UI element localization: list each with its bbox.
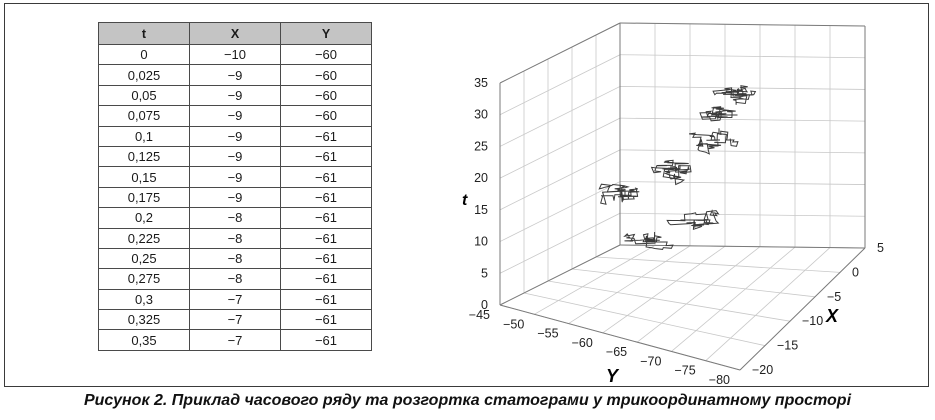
trajectory-segment: [699, 106, 738, 122]
grid-line: [602, 245, 726, 334]
grid-line: [499, 86, 621, 147]
t-axis-label: t: [462, 192, 468, 209]
table-body: 0 −10 −60 0,025 −9 −60 0,05 −9 −60 0,075 −9 −60 0,1−…: [98, 43, 372, 351]
table-row: 0,025 −9 −60: [98, 64, 372, 86]
grid-line: [523, 292, 766, 346]
y-tick-label: −50: [503, 317, 524, 331]
grid-line: [499, 117, 621, 179]
trajectory-segment: [598, 183, 640, 205]
trajectory-segment: [666, 209, 720, 231]
column-header-x: X: [189, 22, 281, 45]
table-cell: −61: [280, 186, 372, 209]
table-header-row: t X Y: [98, 22, 372, 45]
table-cell: −10: [189, 43, 281, 66]
table-row: 0,2 −8 −61: [98, 207, 372, 229]
column-header-t: t: [98, 22, 190, 45]
grid-line: [568, 245, 691, 324]
t-tick-label: 0: [481, 298, 488, 312]
table-cell: −61: [280, 288, 372, 311]
grid-line: [636, 246, 761, 343]
t-tick-label: 20: [474, 171, 488, 185]
y-tick-label: −55: [537, 327, 558, 341]
y-tick-label: −75: [674, 364, 695, 378]
axis-edge: [619, 22, 866, 27]
table-cell: −7: [189, 329, 281, 351]
grid-line: [619, 181, 866, 185]
grid-line: [619, 212, 866, 217]
x-axis-label: X: [825, 306, 839, 326]
axis-edge: [499, 304, 741, 371]
table-cell: −61: [280, 329, 372, 351]
table-cell: −8: [189, 207, 281, 229]
figure-caption: Рисунок 2. Приклад часового ряду та розг…: [83, 392, 852, 409]
table-row: 0,325 −7 −61: [98, 309, 372, 331]
trajectory-series: [598, 85, 757, 250]
table-cell: 0,35: [98, 329, 190, 351]
grid-line: [571, 268, 816, 298]
x-tick-label: −10: [802, 314, 823, 328]
trajectory-3d-chart: 35302520151050−45−50−55−60−65−70−75−8050…: [462, 22, 884, 387]
grid-line: [499, 212, 621, 274]
t-tick-label: 5: [481, 266, 488, 280]
axis-edge: [619, 244, 866, 249]
column-header-y: Y: [280, 22, 372, 45]
table-cell: −61: [280, 309, 372, 331]
table-row: 0,175 −9 −61: [98, 186, 372, 209]
trajectory-segment: [689, 128, 739, 155]
y-tick-label: −70: [640, 354, 661, 368]
y-tick-label: −65: [606, 345, 627, 359]
chart-axes: [499, 22, 866, 371]
grid-line: [547, 280, 791, 322]
x-tick-label: 0: [852, 265, 859, 279]
table-cell: 0,075: [98, 105, 190, 127]
table-row: 0,15 −9 −61: [98, 166, 372, 188]
y-tick-label: −60: [572, 336, 593, 350]
trajectory-segment: [623, 231, 674, 250]
grid-line: [705, 247, 831, 362]
t-tick-label: 35: [474, 76, 488, 90]
grid-line: [671, 246, 796, 352]
grid-line: [499, 54, 621, 116]
axis-edge: [499, 244, 621, 306]
grid-line: [499, 181, 621, 242]
table-row: 0,25 −8 −61: [98, 247, 372, 270]
y-tick-label: −45: [469, 308, 490, 322]
grid-line: [619, 117, 866, 122]
t-tick-label: 10: [474, 235, 488, 249]
table-row: 0,3 −7 −61: [98, 288, 372, 311]
x-tick-label: −5: [827, 290, 841, 304]
table-cell: 0,325: [98, 309, 190, 331]
x-tick-label: −15: [777, 339, 798, 353]
t-tick-label: 15: [474, 203, 488, 217]
t-tick-label: 25: [474, 139, 488, 153]
grid-line: [619, 54, 866, 59]
table-row: 0,225 −8 −61: [98, 227, 372, 249]
table-row: 0,35 −7 −61: [98, 329, 372, 351]
time-series-table: t X Y 0 −10 −60 0,025 −9 −60 0,05 −9 −60 0,075 −9−…: [98, 22, 372, 351]
trajectory-segment: [712, 85, 757, 105]
grid-line: [534, 245, 656, 315]
x-tick-label: 5: [877, 241, 884, 255]
table-row: 0,125 −9 −61: [98, 145, 372, 168]
table-cell: 0,175: [98, 186, 190, 209]
trajectory-segment: [650, 159, 692, 186]
y-tick-label: −80: [709, 373, 730, 387]
table-row: 0 −10 −60: [98, 43, 372, 66]
x-tick-label: −20: [752, 363, 773, 377]
grid-line: [619, 149, 866, 154]
grid-line: [499, 149, 621, 211]
axis-edge: [739, 247, 866, 371]
chart-tick-labels: 35302520151050−45−50−55−60−65−70−75−8050…: [469, 76, 884, 387]
y-axis-label: Y: [606, 366, 620, 386]
t-tick-label: 30: [474, 108, 488, 122]
table-cell: 0,25: [98, 247, 190, 270]
grid-line: [595, 256, 841, 273]
axis-edge: [499, 22, 621, 84]
